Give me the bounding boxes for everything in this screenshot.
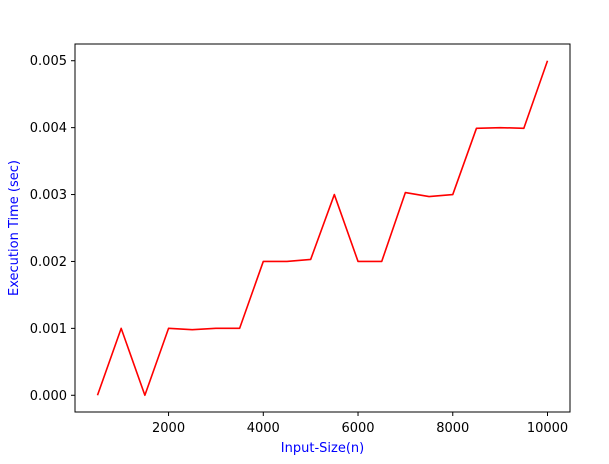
y-tick-label: 0.004 xyxy=(30,121,67,136)
series-line-execution-time xyxy=(96,60,549,397)
x-axis-label: Input-Size(n) xyxy=(281,441,364,456)
x-axis-ticks: 2000 4000 6000 8000 10000 xyxy=(152,412,568,436)
series-layer xyxy=(96,60,549,397)
y-tick-label: 0.001 xyxy=(30,322,67,337)
x-tick-label: 6000 xyxy=(341,421,374,436)
y-tick-label: 0.000 xyxy=(30,389,67,404)
y-tick-label: 0.002 xyxy=(30,255,67,270)
y-tick-label: 0.005 xyxy=(30,54,67,69)
y-tick-label: 0.003 xyxy=(30,188,67,203)
x-tick-label: 8000 xyxy=(436,421,469,436)
x-tick-label: 2000 xyxy=(152,421,185,436)
x-tick-label: 4000 xyxy=(247,421,280,436)
plot-frame xyxy=(74,43,571,413)
y-axis-label: Execution Time (sec) xyxy=(7,160,22,296)
x-tick-label: 10000 xyxy=(527,421,568,436)
y-axis-ticks: 0.000 0.001 0.002 0.003 0.004 0.005 xyxy=(30,54,75,404)
